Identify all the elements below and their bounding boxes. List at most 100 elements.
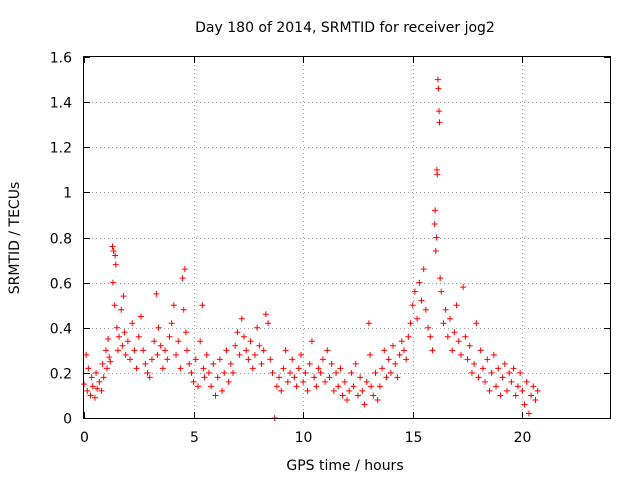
data-point [262, 311, 269, 318]
x-tick-label: 5 [190, 430, 199, 446]
data-point [368, 383, 375, 390]
data-point [451, 329, 458, 336]
data-point [490, 351, 497, 358]
data-point [94, 385, 101, 392]
data-point [473, 320, 480, 327]
data-point [372, 369, 379, 376]
data-point [121, 329, 128, 336]
data-point [194, 383, 201, 390]
data-point [376, 383, 383, 390]
data-point [311, 374, 318, 381]
data-point [88, 374, 95, 381]
data-point [464, 356, 471, 363]
data-point [297, 351, 304, 358]
data-point [199, 302, 206, 309]
data-point [181, 266, 188, 273]
data-point [431, 220, 438, 227]
data-point [508, 378, 515, 385]
data-point [153, 290, 160, 297]
data-point [254, 324, 261, 331]
data-point [91, 394, 98, 401]
data-point [359, 387, 366, 394]
data-point [284, 378, 291, 385]
data-point [155, 324, 162, 331]
data-point [387, 369, 394, 376]
data-point [137, 313, 144, 320]
data-point [287, 369, 294, 376]
y-tick-label: 0.8 [50, 232, 72, 248]
data-point [501, 360, 508, 367]
data-point [119, 342, 126, 349]
data-point [317, 369, 324, 376]
data-point [83, 351, 90, 358]
x-tick-label: 15 [405, 430, 423, 446]
y-tick-label: 1.4 [50, 96, 72, 112]
data-point [184, 347, 191, 354]
y-tick-label: 0.4 [50, 322, 72, 338]
data-point [530, 383, 537, 390]
data-point [510, 365, 517, 372]
data-point [208, 383, 215, 390]
data-point [514, 383, 521, 390]
data-point [135, 333, 142, 340]
data-point [258, 360, 265, 367]
data-point [269, 369, 276, 376]
data-point [210, 360, 217, 367]
data-point [111, 302, 118, 309]
data-point [493, 383, 500, 390]
data-point [322, 378, 329, 385]
plot-frame [83, 56, 611, 419]
data-point [260, 347, 267, 354]
data-point [457, 351, 464, 358]
y-axis-label: SRMTID / TECUs [7, 182, 23, 295]
data-point [341, 378, 348, 385]
data-point [293, 383, 300, 390]
data-point [444, 333, 451, 340]
data-point [447, 315, 454, 322]
data-point [232, 342, 239, 349]
data-point [383, 374, 390, 381]
data-point [106, 354, 113, 361]
y-tick-label: 1.2 [50, 141, 72, 157]
grid [84, 57, 610, 418]
data-point [99, 360, 106, 367]
data-point [453, 302, 460, 309]
data-point [278, 387, 285, 394]
x-tick-label: 10 [295, 430, 313, 446]
data-point [324, 347, 331, 354]
data-point [93, 369, 100, 376]
data-point [96, 378, 103, 385]
data-point [363, 378, 370, 385]
data-point [146, 374, 153, 381]
data-point [223, 347, 230, 354]
data-point [468, 369, 475, 376]
data-point [159, 365, 166, 372]
data-point [175, 338, 182, 345]
data-point [427, 333, 434, 340]
data-point [319, 356, 326, 363]
data-point [409, 302, 416, 309]
data-point [482, 378, 489, 385]
data-point [118, 306, 125, 313]
data-point [302, 369, 309, 376]
data-point [370, 392, 377, 399]
data-point [440, 320, 447, 327]
data-point [247, 338, 254, 345]
data-point [131, 347, 138, 354]
data-point [330, 387, 337, 394]
data-point [205, 369, 212, 376]
data-point [479, 365, 486, 372]
data-point [420, 266, 427, 273]
data-points [81, 76, 541, 421]
data-point [475, 374, 482, 381]
data-point [405, 333, 412, 340]
data-point [374, 396, 381, 403]
data-point [157, 342, 164, 349]
data-point [170, 302, 177, 309]
data-point [265, 320, 272, 327]
data-point [328, 360, 335, 367]
data-point [295, 365, 302, 372]
data-point [390, 342, 397, 349]
data-point [304, 387, 311, 394]
data-point [367, 351, 374, 358]
